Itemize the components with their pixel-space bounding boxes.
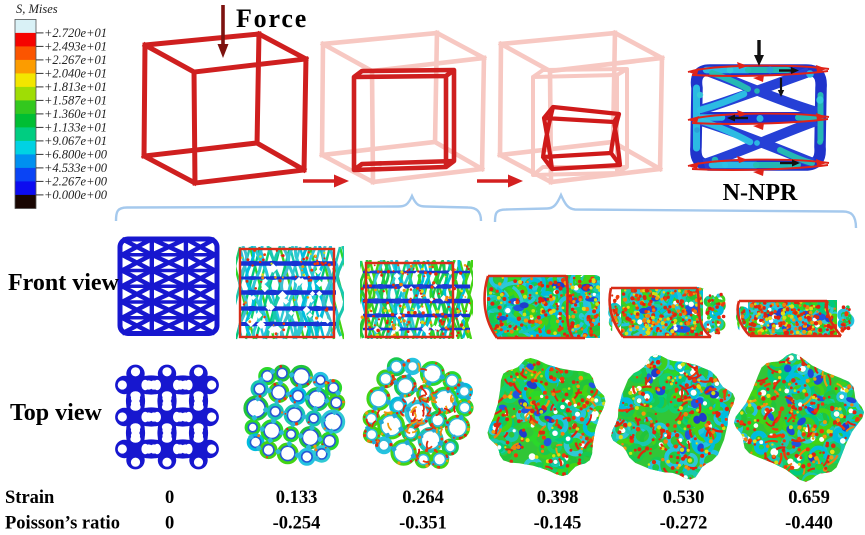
svg-text:+2.493e+01: +2.493e+01 xyxy=(44,40,107,54)
svg-text:-0.254: -0.254 xyxy=(273,514,321,534)
svg-text:Poisson’s ratio: Poisson’s ratio xyxy=(5,514,120,534)
svg-text:0.530: 0.530 xyxy=(663,488,705,508)
svg-text:Top view: Top view xyxy=(10,400,102,426)
svg-text:0: 0 xyxy=(165,514,174,534)
svg-text:S, Mises: S, Mises xyxy=(16,2,58,16)
svg-text:N-NPR: N-NPR xyxy=(723,180,798,206)
svg-text:0.264: 0.264 xyxy=(402,488,444,508)
svg-text:-0.145: -0.145 xyxy=(534,514,582,534)
svg-text:+2.720e+01: +2.720e+01 xyxy=(44,26,107,40)
svg-text:0.133: 0.133 xyxy=(276,488,318,508)
svg-text:+6.800e+00: +6.800e+00 xyxy=(44,148,108,162)
svg-text:+1.587e+01: +1.587e+01 xyxy=(44,94,107,108)
svg-text:Strain: Strain xyxy=(5,488,55,508)
svg-text:0.398: 0.398 xyxy=(537,488,579,508)
svg-text:+1.133e+01: +1.133e+01 xyxy=(44,121,107,135)
svg-text:+2.040e+01: +2.040e+01 xyxy=(44,67,107,81)
svg-text:+2.267e+01: +2.267e+01 xyxy=(44,53,107,67)
svg-text:+0.000e+00: +0.000e+00 xyxy=(44,188,108,202)
svg-text:0.659: 0.659 xyxy=(788,488,830,508)
svg-text:+1.360e+01: +1.360e+01 xyxy=(44,107,107,121)
svg-text:+9.067e+01: +9.067e+01 xyxy=(44,134,107,148)
svg-text:Front view: Front view xyxy=(8,270,120,296)
svg-text:-0.351: -0.351 xyxy=(399,514,447,534)
svg-text:-0.272: -0.272 xyxy=(660,514,708,534)
svg-text:+4.533e+00: +4.533e+00 xyxy=(44,161,108,175)
svg-text:0: 0 xyxy=(165,488,174,508)
svg-text:-0.440: -0.440 xyxy=(785,514,833,534)
svg-text:Force: Force xyxy=(236,4,308,33)
svg-text:+2.267e+00: +2.267e+00 xyxy=(44,175,108,189)
svg-text:+1.813e+01: +1.813e+01 xyxy=(44,80,107,94)
